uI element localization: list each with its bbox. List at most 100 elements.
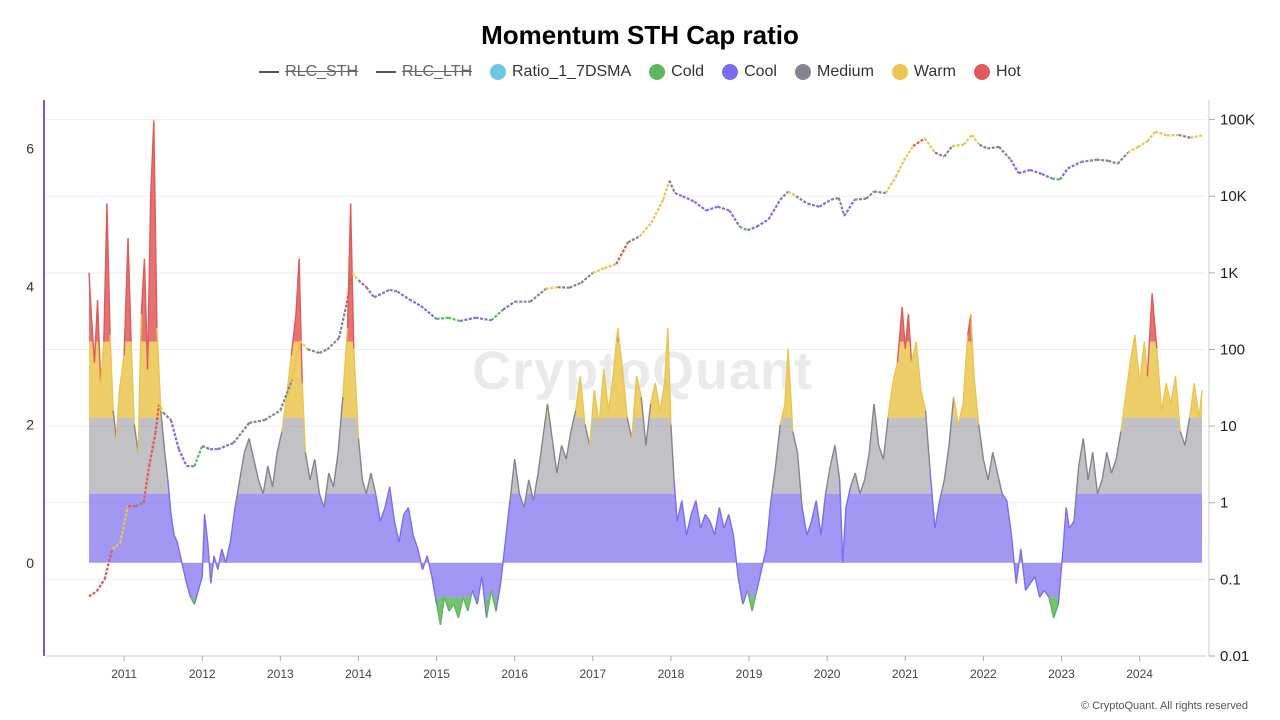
ratio-line-segment [924, 410, 931, 474]
legend-swatch [376, 71, 397, 73]
x-tick-label: 2012 [189, 667, 216, 681]
ratio-line-segment [948, 396, 955, 446]
price-line-segment [459, 316, 476, 323]
price-line-segment [1190, 134, 1203, 139]
ratio-line-segment [1020, 548, 1027, 591]
price-line-segment [756, 218, 770, 228]
ratio-line-segment [612, 327, 619, 377]
ratio-line-segment [829, 445, 836, 467]
ratio-line-segment [854, 472, 861, 494]
ratio-line-segment [849, 472, 856, 488]
ratio-line-segment [318, 493, 325, 508]
ratio-line-segment [546, 403, 553, 439]
price-line-segment [264, 409, 281, 421]
ratio-line-segment [99, 341, 105, 384]
legend-swatch [722, 64, 739, 80]
ratio-line-segment [863, 452, 871, 480]
ratio-line-segment [1034, 576, 1041, 598]
ratio-line-segment [193, 590, 199, 605]
legend-item-cold[interactable]: Cold [649, 63, 704, 81]
price-line-segment [365, 286, 375, 298]
price-line-segment [396, 290, 410, 301]
ratio-line-segment [635, 376, 642, 398]
ratio-line-segment [185, 583, 192, 598]
ratio-line-segment [859, 479, 866, 494]
ratio-line-segment [407, 507, 414, 536]
ratio-line-segment [201, 514, 206, 577]
ratio-line-segment [673, 479, 678, 522]
price-line-segment [1108, 159, 1119, 165]
ratio-line-segment [1053, 603, 1060, 619]
chart-legend: RLC_STH RLC_LTH Ratio_1_7DSMA Cold Cool Mediu… [0, 60, 1280, 84]
price-line-segment [326, 337, 340, 351]
ratio-line-segment [982, 459, 989, 481]
legend-item-cool[interactable]: Cool [722, 63, 777, 81]
x-tick-label: 2013 [267, 667, 294, 681]
y-right-tick-label: 100K [1220, 112, 1255, 129]
price-line-segment [818, 198, 832, 208]
price-line-segment [279, 379, 294, 411]
ratio-line-segment [824, 465, 831, 494]
price-line-segment [1067, 160, 1082, 170]
ratio-line-segment [1082, 438, 1089, 480]
x-tick-label: 2014 [345, 667, 372, 681]
price-line-segment [728, 209, 741, 228]
price-line-segment [193, 445, 204, 467]
ratio-line-segment [1134, 334, 1141, 384]
price-line-segment [998, 146, 1012, 161]
ratio-line-segment [257, 479, 264, 494]
price-line-segment [318, 348, 328, 354]
legend-item-rlc-lth[interactable]: RLC_LTH [376, 63, 472, 81]
ratio-line-segment [1062, 507, 1067, 549]
ratio-line-segment [1129, 334, 1136, 363]
ratio-line-segment [421, 555, 428, 570]
legend-item-hot[interactable]: Hot [973, 63, 1021, 81]
ratio-line-segment [203, 514, 209, 543]
ratio-line-segment [176, 541, 182, 557]
price-line-segment [1096, 158, 1109, 162]
ratio-line-segment [342, 327, 349, 398]
ratio-line-segment [953, 396, 960, 425]
ratio-line-segment [1065, 507, 1070, 529]
ratio-line-segment [276, 431, 283, 453]
ratio-line-segment [210, 555, 215, 584]
y-left-tick-label: 0 [26, 555, 34, 571]
legend-item-ratio-1-7dsma[interactable]: Ratio_1_7DSMA [490, 63, 631, 81]
ratio-line-segment [229, 507, 236, 543]
chart-title: Momentum STH Cap ratio [481, 20, 799, 50]
y-right-tick-label: 10 [1220, 418, 1237, 435]
ratio-line-segment [206, 541, 212, 584]
ratio-line-segment [357, 438, 364, 480]
price-line-segment [1051, 177, 1061, 181]
ratio-line-segment [617, 327, 624, 370]
price-line-segment [837, 197, 846, 217]
price-line-segment [662, 180, 671, 201]
ratio-line-segment [301, 383, 307, 453]
price-line-segment [682, 195, 695, 203]
x-tick-label: 2018 [658, 667, 685, 681]
price-line-segment [557, 286, 570, 289]
ratio-line-segment [189, 596, 196, 605]
legend-label: Warm [913, 63, 956, 80]
price-line-segment [843, 199, 856, 217]
ratio-line-segment [1198, 390, 1203, 418]
ratio-line-segment [1188, 383, 1195, 418]
price-line-segment [615, 241, 629, 265]
price-line-segment [177, 448, 188, 467]
ratio-line-segment [760, 548, 767, 570]
ratio-line-segment [90, 314, 96, 363]
price-line-segment [1137, 140, 1148, 148]
ratio-line-segment [820, 493, 827, 536]
legend-swatch [259, 71, 280, 73]
price-line-segment [951, 143, 964, 148]
ratio-line-segment [878, 445, 885, 460]
ratio-line-segment [1039, 589, 1045, 598]
legend-item-warm[interactable]: Warm [891, 63, 956, 81]
legend-item-rlc-sth[interactable]: RLC_STH [259, 63, 358, 81]
price-line-segment [978, 143, 988, 150]
price-line-segment [88, 590, 98, 598]
ratio-line-segment [314, 459, 321, 494]
price-line-segment [1029, 168, 1043, 176]
legend-item-medium[interactable]: Medium [794, 63, 874, 81]
